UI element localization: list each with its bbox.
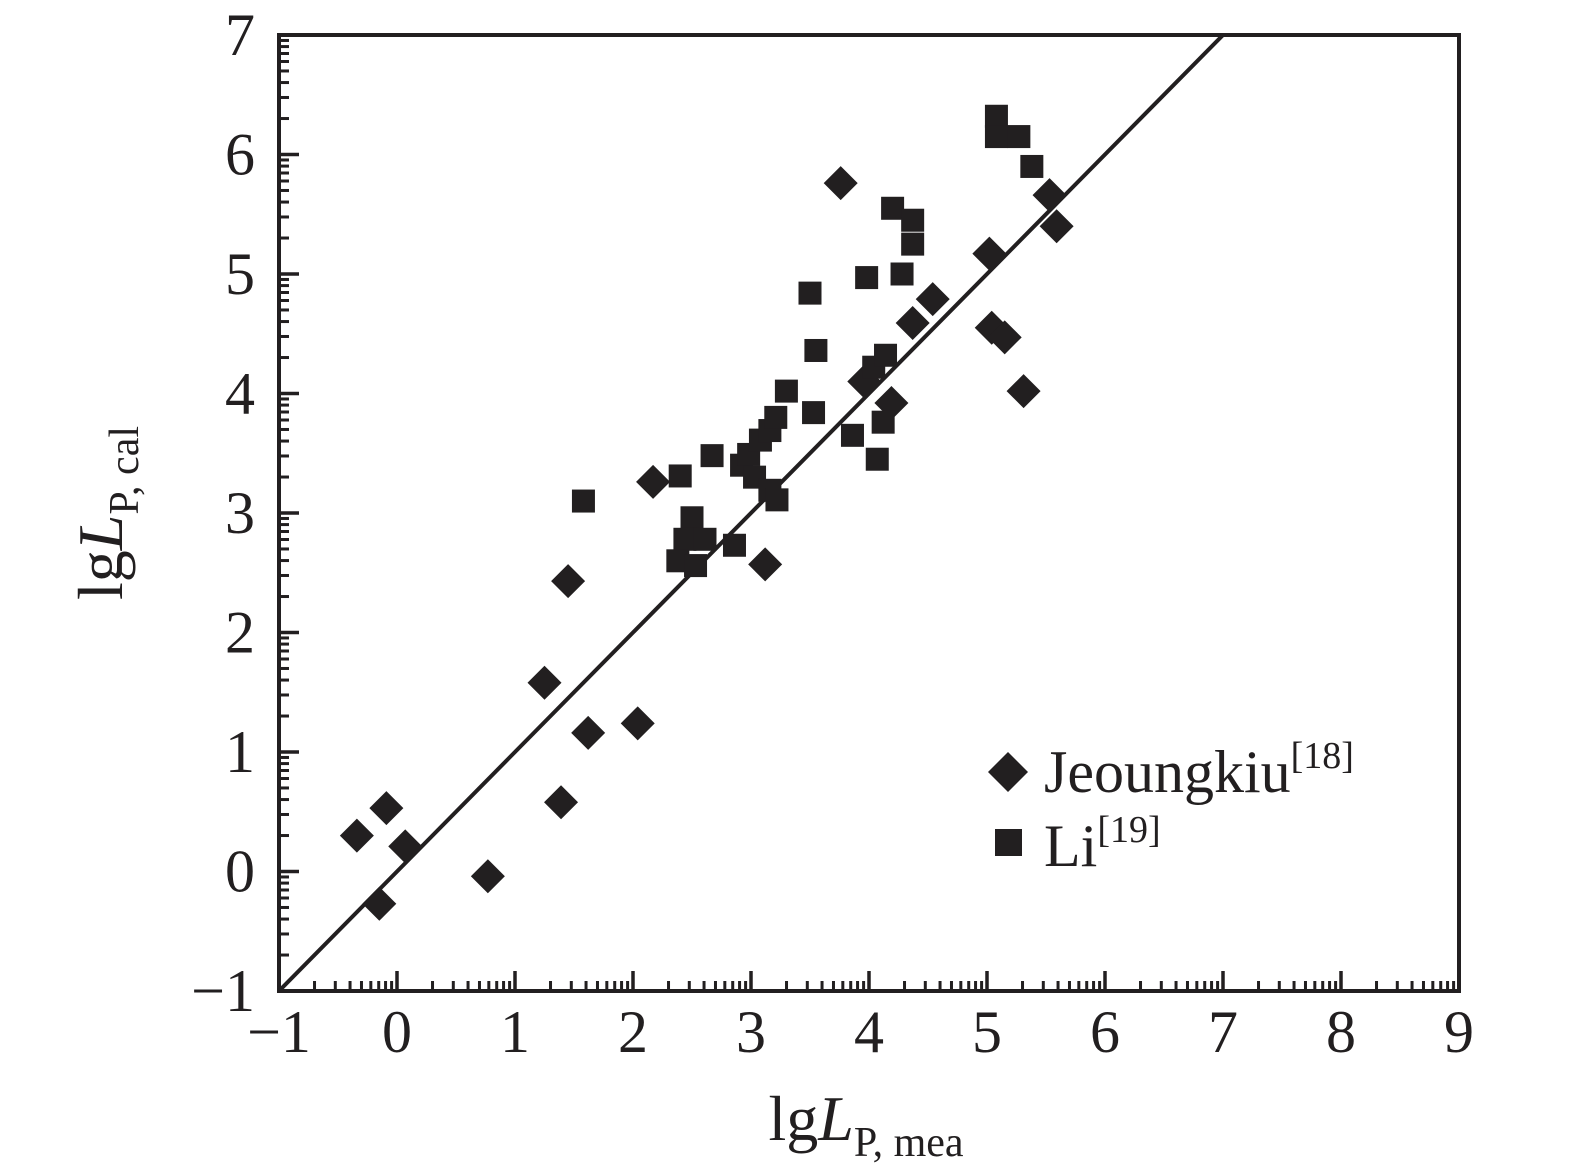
- data-point-diamond: [1032, 178, 1067, 213]
- legend-square-icon: [995, 829, 1022, 856]
- legend-series-1-name: Jeoungkiu: [1044, 739, 1291, 805]
- series-li-points: [571, 104, 1044, 578]
- x-tick-label: 9: [1444, 999, 1474, 1065]
- data-point-diamond: [551, 564, 586, 599]
- legend-series-2-ref: [19]: [1097, 809, 1160, 851]
- data-point-square: [984, 104, 1008, 128]
- x-axis-label: lgLP, mea: [768, 1083, 963, 1163]
- legend-series-2-name: Li: [1044, 813, 1097, 879]
- x-tick-label: 2: [618, 999, 648, 1065]
- data-point-diamond: [369, 791, 404, 826]
- data-point-diamond: [470, 859, 505, 894]
- x-tick-label: 8: [1326, 999, 1356, 1065]
- data-point-square: [673, 527, 697, 551]
- data-point-diamond: [823, 166, 858, 201]
- data-point-diamond: [388, 829, 423, 864]
- legend: Jeoungkiu[18] Li[19]: [988, 735, 1354, 879]
- data-point-square: [901, 208, 925, 232]
- x-tick-label: 5: [972, 999, 1002, 1065]
- data-point-square: [668, 464, 692, 488]
- x-tick-label: 6: [1090, 999, 1120, 1065]
- x-axis-label-subscript: P, mea: [854, 1120, 964, 1163]
- x-tick-label: 1: [500, 999, 530, 1065]
- data-point-square: [865, 447, 889, 471]
- data-point-diamond: [972, 236, 1007, 271]
- data-point-square: [984, 125, 1008, 149]
- identity-line: [279, 35, 1226, 991]
- legend-series-1-ref: [18]: [1291, 735, 1354, 777]
- y-tick-label: 2: [225, 600, 255, 666]
- x-axis-ticks: −1 0 1 2 3 4 5 6 7 8 9: [247, 971, 1474, 1065]
- plot-frame: [277, 33, 1461, 993]
- data-point-diamond: [571, 715, 606, 750]
- legend-diamond-icon: [988, 752, 1028, 792]
- data-point-diamond: [1006, 374, 1041, 409]
- data-point-square: [1007, 125, 1031, 149]
- data-point-square: [874, 343, 898, 367]
- y-tick-label: 1: [225, 719, 255, 785]
- y-tick-label: 5: [225, 241, 255, 307]
- data-point-square: [571, 489, 595, 513]
- data-point-square: [765, 488, 789, 512]
- data-point-diamond: [339, 818, 374, 853]
- data-point-square: [680, 506, 704, 530]
- y-tick-label: 3: [225, 480, 255, 546]
- data-point-diamond: [987, 320, 1022, 355]
- data-point-diamond: [620, 706, 655, 741]
- data-point-square: [890, 262, 914, 286]
- data-point-diamond: [748, 547, 783, 582]
- data-point-diamond: [362, 886, 397, 921]
- data-point-square: [798, 281, 822, 305]
- data-point-diamond: [895, 305, 930, 340]
- data-point-diamond: [544, 785, 579, 820]
- y-axis-label: lgLP, cal: [65, 426, 148, 600]
- y-tick-label: 4: [225, 361, 255, 427]
- data-point-diamond: [915, 282, 950, 317]
- data-point-square: [1020, 154, 1044, 178]
- y-tick-label: 7: [225, 2, 255, 68]
- y-axis-label-symbol: L: [65, 515, 136, 552]
- data-point-diamond: [1039, 209, 1074, 244]
- data-point-square: [774, 379, 798, 403]
- x-tick-label: 7: [1208, 999, 1238, 1065]
- x-axis-label-symbol: L: [817, 1083, 854, 1154]
- y-axis-ticks: −1 0 1 2 3 4 5 6 7: [191, 2, 299, 1024]
- data-point-square: [855, 266, 879, 290]
- data-point-square: [700, 444, 724, 468]
- data-point-diamond: [636, 464, 671, 499]
- y-tick-label: −1: [191, 958, 255, 1024]
- data-point-square: [802, 401, 826, 425]
- data-point-square: [871, 410, 895, 434]
- data-point-square: [666, 549, 690, 573]
- data-point-square: [693, 527, 717, 551]
- x-tick-label: 3: [736, 999, 766, 1065]
- data-point-square: [684, 554, 708, 578]
- data-point-square: [901, 232, 925, 256]
- data-point-square: [764, 405, 788, 429]
- data-point-square: [881, 196, 905, 220]
- data-point-square: [840, 423, 864, 447]
- x-tick-label: 4: [854, 999, 884, 1065]
- y-axis-label-prefix: lg: [65, 550, 136, 600]
- data-point-square: [722, 533, 746, 557]
- x-tick-label: 0: [382, 999, 412, 1065]
- x-tick-label: −1: [247, 999, 311, 1065]
- y-tick-label: 6: [225, 122, 255, 188]
- x-axis-label-prefix: lg: [768, 1083, 818, 1154]
- y-tick-label: 0: [225, 839, 255, 905]
- data-point-diamond: [527, 665, 562, 700]
- y-axis-label-subscript: P, cal: [102, 426, 148, 515]
- data-point-square: [804, 338, 828, 362]
- legend-label-jeoungkiu: Jeoungkiu[18]: [1044, 735, 1354, 805]
- legend-label-li: Li[19]: [1044, 809, 1161, 879]
